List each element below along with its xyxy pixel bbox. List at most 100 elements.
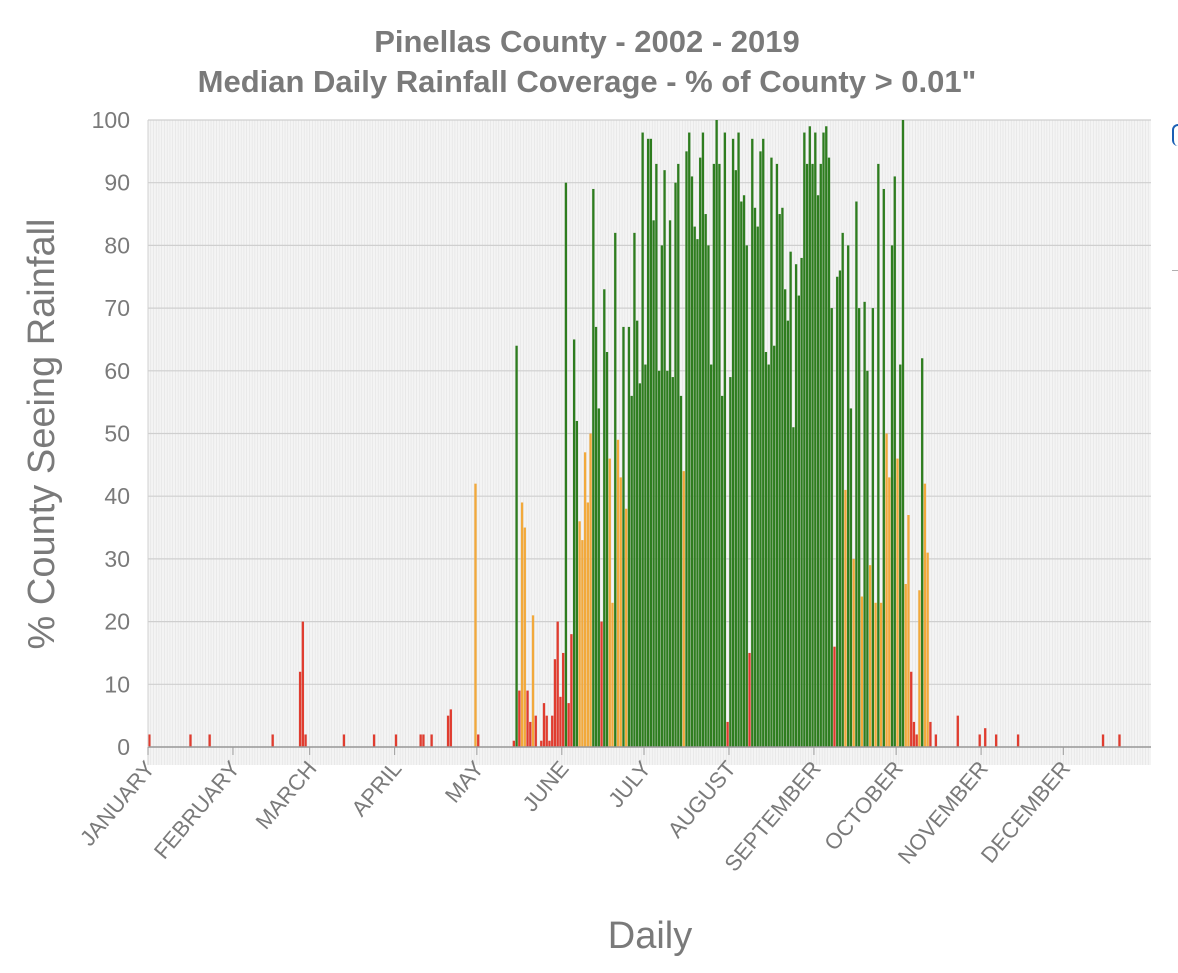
rainfall-bar [844,489,847,747]
rainfall-bar [827,157,831,747]
rainfall-bar [885,433,888,747]
rainfall-bar [526,690,529,747]
rainfall-bar [833,646,836,747]
rainfall-bar [518,690,521,747]
rainfall-bar [811,163,814,747]
rainfall-bar [731,138,735,747]
rainfall-bar [570,634,573,747]
rainfall-bar [641,132,644,748]
rainfall-bar [449,709,452,747]
rainfall-bar [534,715,537,747]
rainfall-bar [575,420,579,747]
rainfall-bar [1016,734,1020,747]
bar-series [148,120,1121,748]
rainfall-bar [644,364,647,747]
rainfall-bar [899,364,902,747]
y-tick-label: 80 [104,232,130,258]
rainfall-bar [918,590,921,747]
rainfall-bar [523,527,526,747]
rainfall-bar [657,370,661,747]
rainfall-bar [148,734,151,747]
rainfall-bar [663,170,666,747]
chart-subtitle: Median Daily Rainfall Coverage - % of Co… [198,64,977,99]
rainfall-bar [978,734,981,747]
y-tick-label: 90 [104,170,130,196]
rainfall-bar [545,715,548,747]
rainfall-bar [915,734,918,747]
rainfall-bar [548,740,551,747]
rainfall-bar [759,151,762,748]
rainfall-bar [594,326,598,747]
rainfall-bar [342,734,346,747]
rainfall-bar [674,182,677,747]
rainfall-bar [304,734,307,747]
rainfall-bar [797,295,801,747]
rainfall-bar [562,652,565,747]
rainfall-bar [529,721,532,747]
x-tick-label: APRIL [346,756,406,821]
rainfall-bar [572,339,576,747]
rainfall-bar [852,558,855,747]
rainfall-bar [770,157,773,747]
rainfall-bar [564,182,568,747]
rainfall-bar [679,395,683,747]
rainfall-bar [849,408,853,747]
rainfall-bar [995,734,998,747]
rainfall-bar [430,734,433,747]
rainfall-bar [841,232,844,748]
rainfall-bar [625,508,628,747]
rainfall-bar [712,163,716,747]
rainfall-bar [890,245,894,747]
y-tick-label: 50 [104,421,130,447]
grid-day-lines [147,120,1149,765]
rainfall-bar [792,427,795,747]
rainfall-bar [879,602,883,747]
rainfall-bar [707,245,710,747]
rainfall-bar [756,226,759,748]
rainfall-bar [734,170,737,747]
rainfall-bar [531,615,535,747]
rainfall-bar [912,721,916,747]
rainfall-bar [477,734,480,747]
rainfall-bar [740,201,743,747]
rainfall-bar [614,232,617,748]
rainfall-bar [764,351,768,747]
rainfall-bar [956,715,959,747]
rainfall-bar [784,289,787,747]
rainfall-bar [701,132,705,748]
rainfall-bar [926,552,929,747]
rainfall-bar [882,188,885,748]
rainfall-bar [556,621,559,747]
rainfall-bar [551,715,554,747]
y-tick-labels: 0 10 20 30 40 50 60 70 80 90 100 [92,107,130,760]
rainfall-bar [775,163,779,747]
rainfall-bar [751,138,754,747]
rainfall-bar [655,163,658,747]
rainfall-bar [446,715,450,747]
rainfall-bar [822,132,825,748]
rainfall-bar [786,320,790,747]
rainfall-bar [825,126,828,747]
rainfall-bar [271,734,274,747]
rainfall-bar [636,320,639,747]
rainfall-bar [781,207,784,747]
rainfall-bar [589,433,592,747]
edge-link-icon[interactable] [1172,124,1178,146]
rainfall-bar [773,345,776,747]
rainfall-bar [668,220,672,747]
rainfall-bar [836,276,839,747]
x-tick-label: FEBRUARY [149,756,245,864]
y-tick-label: 40 [104,483,130,509]
rainfall-bar [863,301,866,747]
rainfall-bar [753,207,757,747]
rainfall-bar [726,721,729,747]
rainfall-bar [762,138,765,747]
rainfall-bar [800,257,803,747]
rainfall-bar [627,326,631,747]
rainfall-bar [515,345,518,747]
rainfall-bar [805,163,809,747]
rainfall-bar [208,734,211,747]
rainfall-bar [520,502,524,747]
